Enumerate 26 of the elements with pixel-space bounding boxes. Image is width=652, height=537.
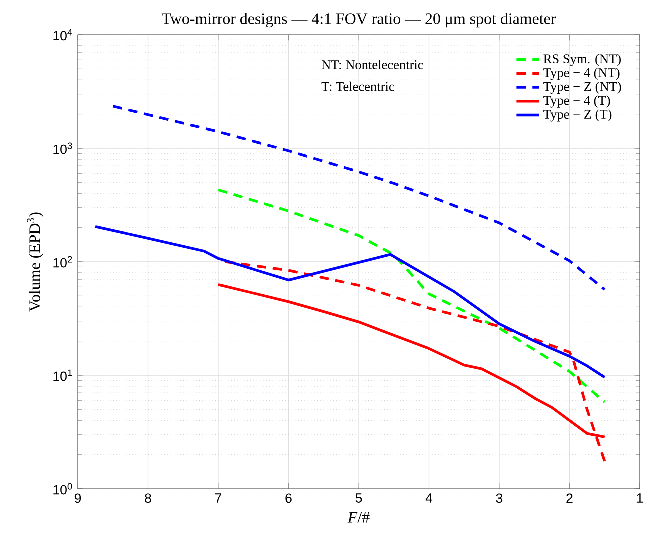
line-series [94,226,606,379]
y-axis-title: Volume (EPD$^{3}$) [27,212,44,312]
x-tick-label: 1 [637,494,644,503]
x-tick-label: 5 [356,494,362,503]
x-axis-title: F/# [348,512,370,523]
x-tick-label: 2 [566,494,573,503]
legend-label: Type − Z (T) [544,110,612,122]
annotation: NT: Nontelecentric [322,60,424,70]
legend-label: Type − 4 (NT) [544,68,620,80]
y-tick-label: 10$^{1}$ [54,370,72,382]
y-tick-label: 10$^{3}$ [54,142,72,154]
annotation: T: Telecentric [322,82,394,92]
legend-label: RS Sym. (NT) [544,54,621,66]
y-tick-label: 10$^{4}$ [54,29,72,41]
chart-title: Two-mirror designs — 4:1 FOV ratio — 20 μm spot diameter [162,13,556,28]
legend-label: Type − Z (NT) [544,82,622,94]
x-tick-label: 9 [74,494,82,504]
line-series [217,188,606,404]
x-tick-label: 7 [215,494,222,503]
legend-label: Type − 4 (T) [544,96,610,108]
y-tick-label: 10$^{0}$ [54,483,72,495]
x-tick-label: 4 [426,494,433,503]
y-tick-label: 10$^{2}$ [54,256,72,268]
x-tick-label: 6 [286,494,292,504]
x-tick-label: 3 [496,494,503,504]
x-tick-label: 8 [145,494,152,504]
